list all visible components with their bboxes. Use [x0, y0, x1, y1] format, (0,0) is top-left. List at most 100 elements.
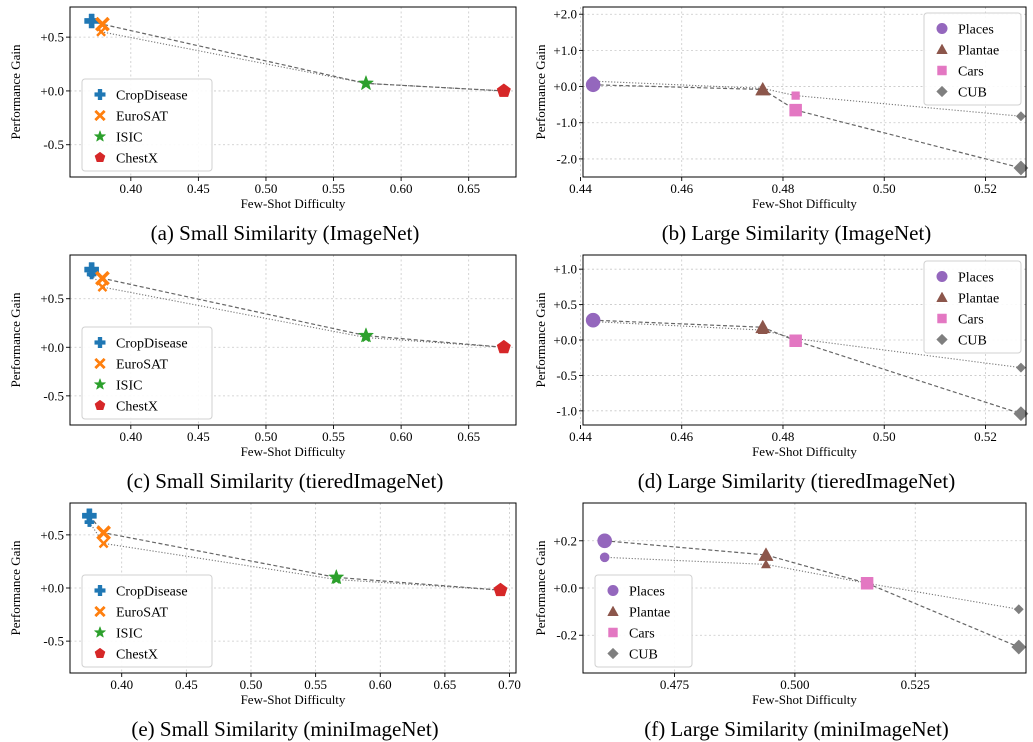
legend-marker-shape: [936, 334, 948, 345]
data-point-shape: [95, 16, 110, 32]
data-point-shape: [84, 262, 99, 277]
trend-lines: [604, 540, 1020, 648]
legend-marker-shape: [94, 110, 106, 121]
legend-marker-shape: [608, 627, 618, 638]
x-tick-label: 0.45: [187, 181, 210, 196]
legend-label: Plantae: [958, 44, 999, 59]
x-tick-label: 0.44: [569, 429, 592, 444]
dotted-trend-line: [593, 321, 1022, 369]
legend-marker-shape: [94, 400, 106, 411]
data-point-shape: [84, 13, 99, 29]
x-tick-label: 0.48: [772, 429, 795, 444]
data-point: [585, 312, 601, 328]
data-points: [82, 508, 508, 597]
legend-label: EuroSAT: [116, 358, 169, 373]
legend-box: [594, 574, 693, 668]
y-tick-label: +0.5: [553, 297, 577, 312]
data-point: [1016, 362, 1026, 373]
y-tick-label: +0.0: [40, 340, 64, 355]
data-point: [496, 83, 511, 97]
data-point: [96, 525, 111, 541]
legend-marker: [608, 627, 618, 638]
y-tick-label: +0.5: [40, 527, 64, 542]
legend-label: Cars: [958, 65, 984, 80]
legend-marker-shape: [94, 130, 106, 142]
x-tick-label: 0.46: [670, 429, 693, 444]
legend-marker-shape: [607, 606, 619, 616]
trend-lines: [88, 515, 501, 591]
legend-marker: [94, 89, 106, 100]
y-tick-label: -0.5: [43, 137, 64, 152]
data-point-shape: [761, 559, 771, 569]
legend-marker: [607, 585, 619, 596]
x-tick-label: 0.55: [322, 429, 345, 444]
legend-marker: [936, 334, 948, 345]
x-tick-label: 0.45: [175, 677, 198, 692]
legend-marker-shape: [94, 606, 106, 617]
y-tick-label: -0.5: [556, 368, 577, 383]
legend-label: CUB: [958, 86, 987, 101]
legend-marker-shape: [936, 292, 948, 302]
legend-label: Places: [629, 585, 665, 600]
y-tick-label: -0.5: [43, 634, 64, 649]
legend-label: Cars: [629, 627, 655, 642]
legend-marker-shape: [94, 378, 106, 390]
x-tick-label: 0.50: [255, 429, 278, 444]
panel-5: 0.475 0.500 0.525 +0.2 +0.0 -0.2 Few-Shot Diff…: [533, 502, 1027, 741]
y-tick-label: +0.0: [40, 581, 64, 596]
legend-label: EuroSAT: [116, 110, 169, 125]
legend-marker: [94, 400, 106, 411]
x-tick-label: 0.55: [322, 181, 345, 196]
x-tick-label: 0.500: [780, 677, 809, 692]
data-points: [84, 13, 511, 97]
x-tick-label: 0.55: [304, 677, 327, 692]
x-tick-label: 0.50: [873, 181, 896, 196]
trend-lines: [91, 20, 504, 92]
dashed-trend-line: [88, 515, 501, 591]
y-tick-label: -2.0: [556, 151, 577, 166]
legend: CropDisease EuroSAT ISIC ChestX: [81, 574, 213, 668]
legend-marker: [94, 152, 106, 163]
grid: [70, 255, 516, 425]
data-point: [84, 262, 99, 277]
data-point-shape: [82, 508, 97, 524]
dotted-trend-line: [88, 521, 501, 591]
x-tick-label: 0.475: [660, 677, 689, 692]
data-point: [84, 13, 99, 29]
legend-marker: [937, 313, 947, 324]
y-axis-label: Performance Gain: [533, 44, 548, 139]
data-points: [84, 262, 511, 354]
x-tick-label: 0.40: [110, 677, 133, 692]
legend-label: ChestX: [116, 648, 158, 663]
dashed-trend-line: [604, 540, 1020, 648]
legend-marker-shape: [607, 648, 619, 659]
legend: Places Plantae Cars CUB: [923, 12, 1022, 106]
data-point-shape: [1013, 604, 1024, 615]
data-point: [82, 508, 97, 524]
data-point: [358, 327, 374, 343]
data-point: [328, 569, 344, 584]
data-point-shape: [585, 312, 601, 328]
plot-frame: [69, 254, 517, 426]
x-tick-label: 0.50: [240, 677, 263, 692]
data-point-shape: [96, 525, 111, 541]
legend: Places Plantae Cars CUB: [923, 260, 1022, 354]
legend-marker-shape: [94, 585, 106, 596]
dotted-trend-line: [91, 274, 504, 348]
x-axis-label: Few-Shot Difficulty: [752, 444, 857, 459]
y-tick-label: -0.5: [43, 388, 64, 403]
legend-marker: [937, 65, 947, 76]
y-tick-label: -0.2: [556, 628, 577, 643]
x-axis-label: Few-Shot Difficulty: [752, 692, 857, 707]
legend-marker-shape: [94, 89, 106, 100]
data-point-shape: [755, 82, 771, 96]
data-point-shape: [98, 538, 109, 549]
legend-label: ISIC: [116, 131, 142, 146]
data-point: [755, 82, 771, 96]
x-axis-label: Few-Shot Difficulty: [241, 692, 346, 707]
data-point-shape: [1016, 111, 1026, 122]
y-axis-label: Performance Gain: [533, 292, 548, 387]
legend-label: Places: [958, 23, 994, 38]
legend-marker-shape: [936, 23, 948, 34]
data-point: [758, 547, 774, 561]
